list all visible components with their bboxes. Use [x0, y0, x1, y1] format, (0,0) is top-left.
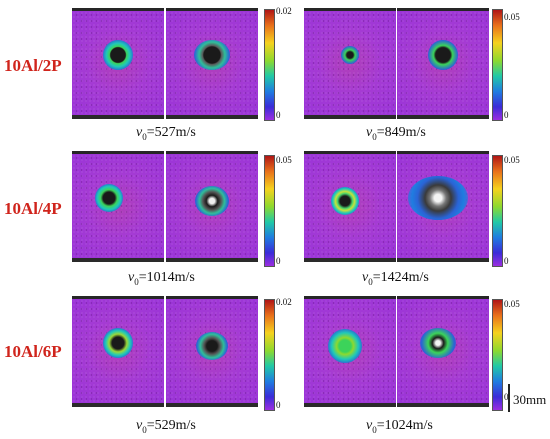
- colorbar-min-r2-right: 0: [504, 256, 509, 266]
- colorbar-r3-left: [264, 299, 275, 411]
- colorbar-r1-right: [492, 9, 503, 121]
- speed-label-r3-left: v0=529m/s: [136, 418, 196, 435]
- strain-map-r3-right-front: [304, 296, 396, 407]
- colorbar-r2-left: [264, 155, 275, 267]
- colorbar-min-r2-left: 0: [276, 256, 281, 266]
- colorbar-max-r3-left: 0.02: [276, 297, 292, 307]
- speed-label-r1-left: v0=527m/s: [136, 125, 196, 142]
- strain-map-r1-left-front: [72, 8, 164, 119]
- strain-map-r2-right-front: [304, 151, 396, 262]
- strain-map-r2-right-back: [397, 151, 489, 262]
- colorbar-min-r1-right: 0: [504, 110, 509, 120]
- scale-bar-label: 30mm: [513, 392, 547, 407]
- colorbar-max-r1-right: 0.05: [504, 12, 520, 22]
- colorbar-r2-right: [492, 155, 503, 267]
- strain-map-r3-left-front: [72, 296, 164, 407]
- colorbar-max-r3-right: 0.05: [504, 299, 520, 309]
- strain-map-r1-left-back: [166, 8, 258, 119]
- strain-map-r2-left-front: [72, 151, 164, 262]
- scale-bar-line: [508, 384, 510, 412]
- strain-map-r3-right-back: [397, 296, 489, 407]
- colorbar-min-r3-right: 0: [504, 392, 509, 402]
- colorbar-min-r3-left: 0: [276, 400, 281, 410]
- row-label-2p: 10Al/2P: [4, 56, 62, 75]
- speed-label-r3-right: v0=1024m/s: [366, 418, 433, 435]
- colorbar-min-r1-left: 0: [276, 110, 281, 120]
- strain-map-r2-left-back: [166, 151, 258, 262]
- strain-map-r1-right-back: [397, 8, 489, 119]
- colorbar-max-r1-left: 0.02: [276, 6, 292, 16]
- row-label-4p: 10Al/4P: [4, 199, 62, 218]
- colorbar-r3-right: [492, 299, 503, 411]
- colorbar-max-r2-left: 0.05: [276, 155, 292, 165]
- row-label-6p: 10Al/6P: [4, 342, 62, 361]
- colorbar-r1-left: [264, 9, 275, 121]
- speed-label-r2-right: v0=1424m/s: [362, 270, 429, 287]
- strain-map-r3-left-back: [166, 296, 258, 407]
- speed-label-r1-right: v0=849m/s: [366, 125, 426, 142]
- speed-label-r2-left: v0=1014m/s: [128, 270, 195, 287]
- strain-map-r1-right-front: [304, 8, 396, 119]
- colorbar-max-r2-right: 0.05: [504, 155, 520, 165]
